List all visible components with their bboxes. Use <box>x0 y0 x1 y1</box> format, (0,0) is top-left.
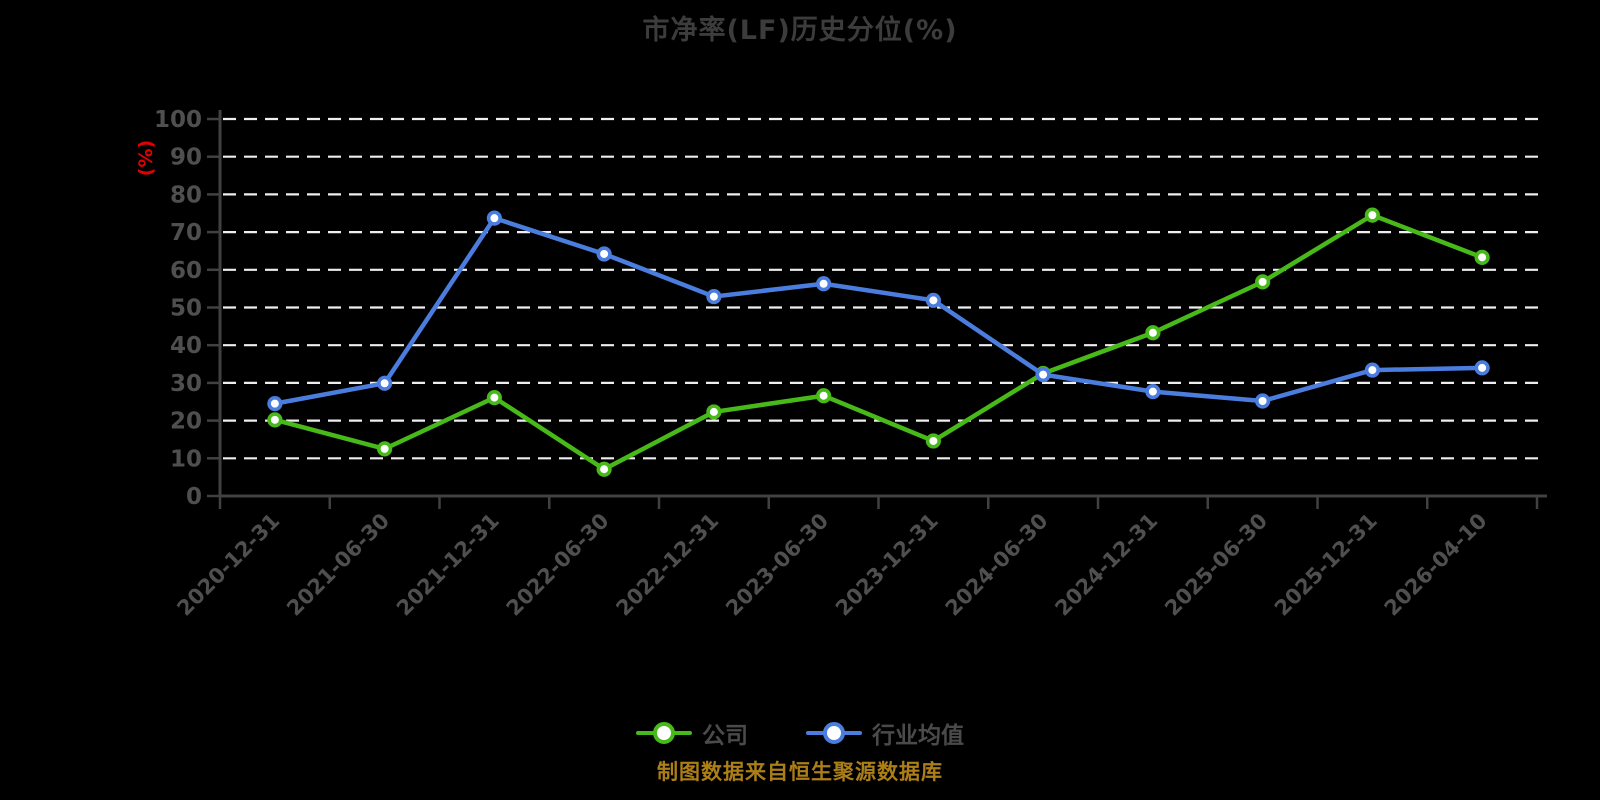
x-tick-label: 2026-04-10 <box>1380 509 1492 621</box>
company-legend-marker-icon <box>636 722 692 744</box>
x-tick-label: 2021-12-31 <box>392 509 504 621</box>
y-tick-label: 60 <box>170 258 202 284</box>
legend-label-industry-average: 行业均值 <box>872 723 964 749</box>
industry-average-data-point <box>1145 383 1161 400</box>
y-tick-label: 10 <box>170 446 202 472</box>
company-data-point <box>925 433 941 449</box>
chart-title: 市净率(LF)历史分位(%) <box>642 15 958 46</box>
legend-item-company: 公司 <box>636 716 748 750</box>
x-tick-label: 2020-12-31 <box>172 509 284 621</box>
x-tick-label: 2024-12-31 <box>1050 509 1162 621</box>
company-data-point <box>596 461 612 477</box>
industry-average-data-point <box>706 288 722 305</box>
legend-item-industry-average: 行业均值 <box>806 716 964 750</box>
industry-average-data-point <box>377 375 393 391</box>
data-source-note: 制图数据来自恒生聚源数据库 <box>657 760 943 784</box>
x-tick-label: 2025-12-31 <box>1270 509 1382 621</box>
industry-average-data-point <box>1474 360 1490 376</box>
x-tick-label: 2023-06-30 <box>721 509 833 621</box>
company-data-point <box>1474 249 1490 265</box>
industry-average-data-point <box>267 396 283 412</box>
industry-average-data-point <box>925 292 941 308</box>
industry-average-data-point <box>1035 367 1051 383</box>
y-tick-label: 100 <box>154 107 202 133</box>
industry-average-data-point <box>1364 362 1380 378</box>
industry-average-data-point <box>1255 393 1271 409</box>
y-tick-label: 70 <box>170 220 202 246</box>
industry-average-data-point <box>816 276 832 292</box>
x-tick-label: 2024-06-30 <box>941 509 1053 621</box>
y-tick-label: 80 <box>170 182 202 208</box>
y-tick-label: 20 <box>170 409 202 435</box>
chart-legend: 公司 行业均值 <box>0 716 1600 750</box>
company-data-point <box>706 404 722 420</box>
y-tick-label: 30 <box>170 371 202 397</box>
company-data-point <box>267 412 283 428</box>
company-line <box>272 212 1485 472</box>
x-tick-label: 2022-06-30 <box>502 509 614 621</box>
y-tick-label: 0 <box>186 484 202 510</box>
company-data-point <box>1364 207 1380 223</box>
company-legend-circle <box>653 722 675 744</box>
company-data-point <box>1255 274 1271 290</box>
company-data-point <box>1145 325 1161 341</box>
industry-average-legend-marker-icon <box>806 722 862 744</box>
industry-average-legend-circle <box>823 722 845 744</box>
industry-average-data-point <box>596 246 612 262</box>
company-data-point <box>377 441 393 457</box>
x-tick-label: 2023-12-31 <box>831 509 943 621</box>
company-data-point <box>486 390 502 406</box>
y-tick-label: 40 <box>170 333 202 359</box>
company-data-point <box>816 388 832 404</box>
legend-label-company: 公司 <box>702 723 748 749</box>
industry-average-data-point <box>486 210 502 226</box>
industry-average-line <box>272 215 1485 406</box>
y-tick-label: 90 <box>170 145 202 171</box>
y-tick-label: 50 <box>170 296 202 322</box>
x-tick-label: 2025-06-30 <box>1160 509 1272 621</box>
x-tick-label: 2022-12-31 <box>611 509 723 621</box>
x-tick-label: 2021-06-30 <box>282 509 394 621</box>
